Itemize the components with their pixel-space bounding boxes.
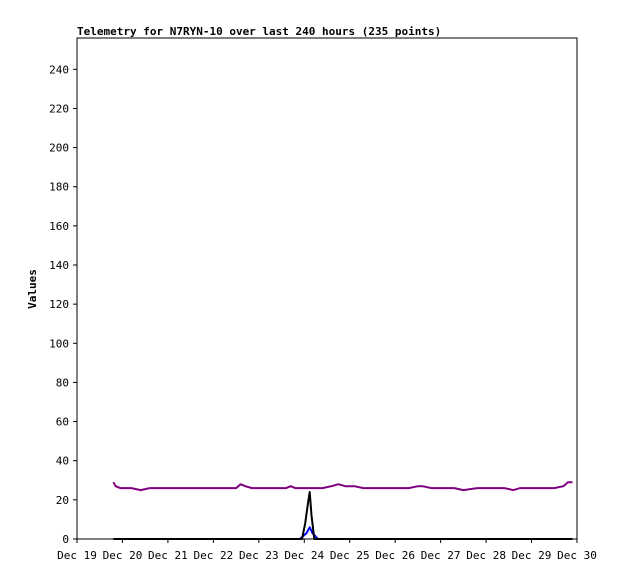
y-tick-label: 160 [49, 220, 69, 233]
x-axis: Dec 19 Dec 20 Dec 21 Dec 22 Dec 23 Dec 24 Dec … [57, 539, 597, 562]
x-tick-label: Dec 28 [466, 549, 506, 562]
y-tick-label: 40 [56, 455, 69, 468]
series-line-2 [113, 526, 573, 540]
y-tick-label: 240 [49, 63, 69, 76]
series-line-3 [113, 491, 573, 540]
y-tick-label: 80 [56, 376, 69, 389]
y-tick-label: 100 [49, 337, 69, 350]
x-tick-label: Dec 26 [375, 549, 415, 562]
y-tick-label: 60 [56, 416, 69, 429]
y-tick-label: 0 [62, 533, 69, 546]
series-line-1 [112, 481, 573, 492]
y-tick-label: 140 [49, 259, 69, 272]
y-axis-label: Values [26, 269, 39, 309]
x-tick-label: Dec 25 [330, 549, 370, 562]
plot-area-frame [76, 37, 578, 540]
x-tick-label: Dec 30 [557, 549, 597, 562]
y-axis: 0 20 40 60 80 100 120 140 160 180 200 220 240 [49, 63, 77, 546]
x-tick-label: Dec 20 [103, 549, 143, 562]
chart-title: Telemetry for N7RYN-10 over last 240 hou… [77, 25, 441, 38]
y-tick-label: 20 [56, 494, 69, 507]
series-lines [112, 481, 573, 540]
y-tick-label: 200 [49, 142, 69, 155]
x-tick-label: Dec 21 [148, 549, 188, 562]
x-tick-label: Dec 22 [193, 549, 233, 562]
y-tick-label: 220 [49, 102, 69, 115]
x-tick-label: Dec 27 [421, 549, 461, 562]
x-tick-label: Dec 19 [57, 549, 97, 562]
y-tick-label: 120 [49, 298, 69, 311]
x-tick-label: Dec 23 [239, 549, 279, 562]
y-tick-label: 180 [49, 181, 69, 194]
x-tick-label: Dec 29 [512, 549, 552, 562]
x-tick-label: Dec 24 [284, 549, 324, 562]
